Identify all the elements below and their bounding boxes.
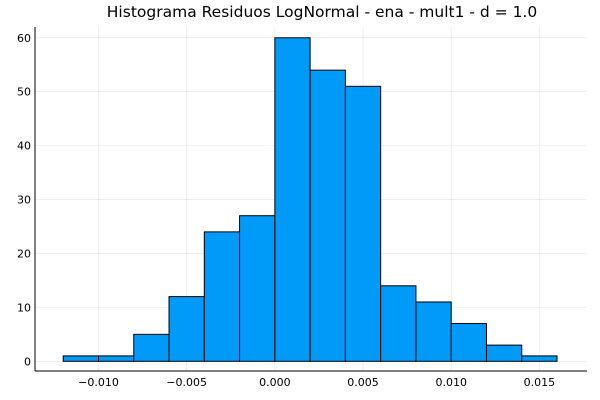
y-tick-label: 40 xyxy=(17,140,31,153)
y-tick-labels: 0 10 20 30 40 50 60 xyxy=(17,32,31,369)
histogram-bar xyxy=(415,301,452,362)
histogram-bar xyxy=(62,355,99,362)
histogram-bar xyxy=(97,355,135,362)
y-tick-label: 60 xyxy=(17,32,31,45)
x-tick-labels: −0.010 −0.005 0.000 0.005 0.010 0.015 xyxy=(78,376,555,389)
y-tick-label: 20 xyxy=(17,247,31,260)
histogram-bar xyxy=(239,215,276,362)
y-tick-label: 0 xyxy=(24,355,31,368)
histogram-bar xyxy=(521,355,558,362)
x-tick-label: 0.005 xyxy=(347,376,379,389)
x-tick-label: 0.015 xyxy=(524,376,556,389)
histogram-bar xyxy=(203,231,241,362)
y-tick-label: 50 xyxy=(17,86,31,99)
x-tick-label: −0.010 xyxy=(78,376,119,389)
y-tick-label: 10 xyxy=(17,301,31,314)
chart-title: Histograma Residuos LogNormal - ena - mu… xyxy=(107,3,537,21)
histogram-bar xyxy=(309,69,346,362)
histogram-bar xyxy=(133,333,170,362)
x-tick-label: 0.000 xyxy=(259,376,291,389)
y-tick-label: 30 xyxy=(17,194,31,207)
x-tick-label: 0.010 xyxy=(435,376,467,389)
histogram-bar xyxy=(485,344,523,362)
histogram-bar xyxy=(380,285,417,362)
axes-layer xyxy=(34,27,587,372)
histogram-bar xyxy=(274,37,311,362)
histogram-bar xyxy=(168,296,205,362)
x-tick-label: −0.005 xyxy=(166,376,207,389)
histogram-bar xyxy=(450,323,487,362)
bars-layer xyxy=(62,37,558,362)
histogram-bar xyxy=(344,85,382,362)
